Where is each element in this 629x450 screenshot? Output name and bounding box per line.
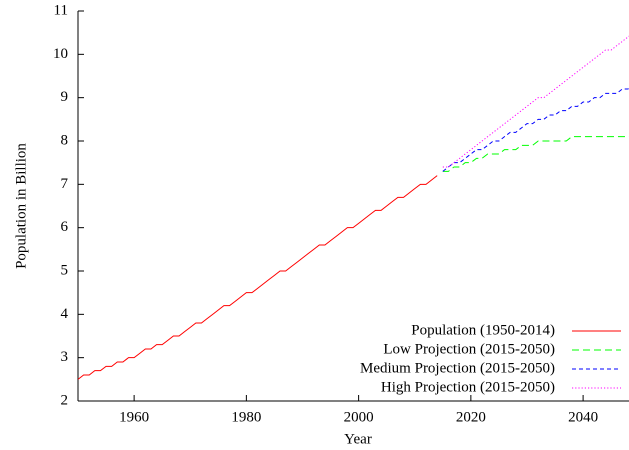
x-tick-label: 2040 [568, 409, 598, 425]
plot-area [78, 35, 629, 380]
x-tick-label: 2000 [344, 409, 374, 425]
legend-label: High Projection (2015-2050) [381, 379, 555, 395]
x-tick-label: 2020 [456, 409, 486, 425]
legend-label: Population (1950-2014) [411, 322, 555, 338]
x-tick-label: 1960 [119, 409, 149, 425]
data-line [442, 35, 629, 168]
y-tick-label: 6 [61, 219, 69, 235]
x-axis-label: Year [344, 431, 372, 447]
legend-label: Medium Projection (2015-2050) [360, 360, 555, 376]
y-axis-label: Population in Billion [13, 143, 29, 269]
y-tick-label: 8 [61, 132, 69, 148]
y-tick-label: 3 [61, 349, 69, 365]
data-line [442, 87, 629, 172]
y-tick-label: 9 [61, 89, 69, 105]
y-tick-label: 5 [61, 262, 69, 278]
y-tick-label: 7 [61, 176, 69, 192]
y-tick-label: 2 [61, 392, 69, 408]
x-tick-label: 1980 [231, 409, 261, 425]
data-line [78, 175, 438, 380]
data-line [442, 136, 629, 172]
legend-label: Low Projection (2015-2050) [383, 341, 555, 357]
y-tick-label: 4 [61, 306, 69, 322]
y-tick-label: 11 [54, 2, 68, 18]
y-tick-label: 10 [53, 46, 68, 62]
